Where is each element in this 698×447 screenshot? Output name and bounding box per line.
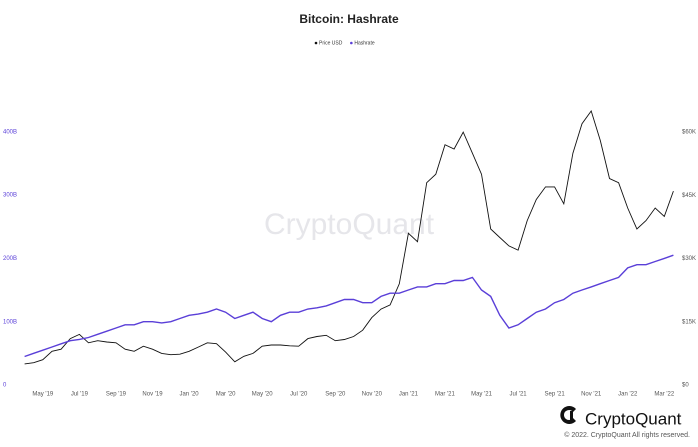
y2-tick-label: $45K — [682, 193, 696, 199]
x-tick-label: Nov '20 — [362, 392, 383, 398]
brand-logo — [560, 406, 576, 425]
x-tick-label: May '20 — [252, 392, 273, 398]
y2-tick-label: $30K — [682, 256, 696, 262]
x-tick-label: Sep '21 — [545, 392, 566, 398]
x-tick-label: Jan '22 — [618, 392, 638, 398]
x-tick-label: Mar '22 — [654, 392, 674, 398]
x-tick-label: Nov '21 — [581, 392, 602, 398]
logo-icon — [560, 406, 576, 425]
x-tick-label: Sep '20 — [325, 392, 346, 398]
y-tick-label: 0 — [3, 383, 7, 389]
y-tick-label: 100B — [3, 319, 17, 325]
y2-tick-label: $0 — [682, 383, 689, 389]
x-tick-label: Mar '20 — [216, 392, 236, 398]
x-tick-label: Jul '19 — [71, 392, 89, 398]
x-tick-label: Jan '20 — [179, 392, 199, 398]
legend-marker — [350, 41, 353, 45]
x-tick-label: Nov '19 — [142, 392, 163, 398]
watermark: CryptoQuant — [264, 208, 435, 241]
legend-label: Price USD — [319, 40, 343, 46]
y-tick-label: 300B — [3, 193, 17, 199]
brand: CryptoQuant — [585, 409, 682, 428]
data-line — [24, 254, 674, 358]
x-tick-label: Mar '21 — [435, 392, 455, 398]
x-tick-label: Jul '21 — [509, 392, 527, 398]
x-tick-label: May '21 — [471, 392, 492, 398]
data-line — [24, 110, 674, 365]
y2-tick-label: $15K — [682, 319, 696, 325]
chart-title: Bitcoin: Hashrate — [299, 12, 399, 26]
x-tick-label: Jul '20 — [290, 392, 308, 398]
x-tick-label: Jan '21 — [399, 392, 419, 398]
logo-icon — [570, 411, 573, 420]
copyright: © 2022. CryptoQuant All rights reserved. — [564, 431, 690, 439]
legend-marker — [314, 41, 318, 45]
x-tick-label: May '19 — [32, 392, 53, 398]
x-tick-label: Sep '19 — [106, 392, 127, 398]
y-tick-label: 200B — [3, 256, 17, 262]
y2-tick-label: $60K — [682, 130, 696, 136]
y-tick-label: 400B — [3, 129, 17, 135]
legend-label: Hashrate — [354, 40, 375, 46]
